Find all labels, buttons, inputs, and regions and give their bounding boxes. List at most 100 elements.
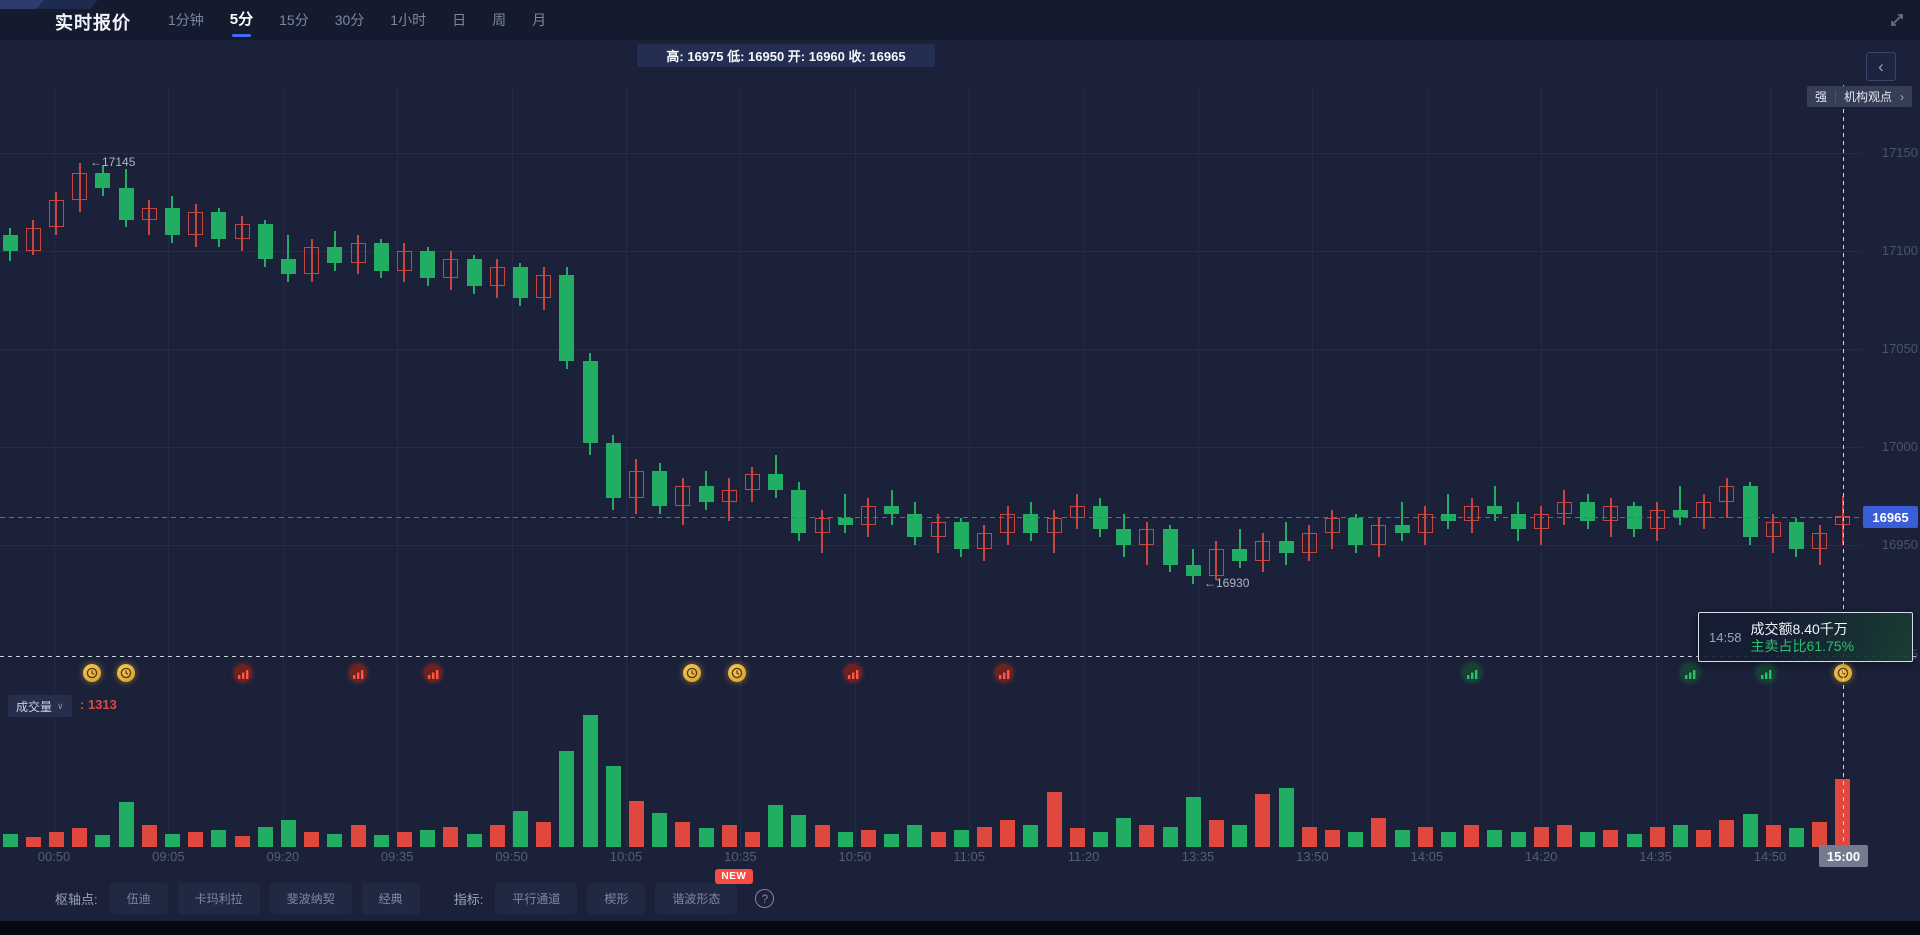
indicator-button-wedge[interactable]: 楔形 — [587, 883, 646, 914]
candle[interactable] — [1649, 509, 1665, 530]
candle[interactable] — [1510, 513, 1526, 530]
volume-bar[interactable] — [1208, 820, 1224, 847]
pivot-button-classic[interactable]: 经典 — [361, 883, 420, 914]
candle[interactable] — [1116, 529, 1132, 545]
candle[interactable] — [1162, 529, 1178, 565]
signal-icon-red[interactable] — [234, 664, 252, 682]
volume-bar[interactable] — [1348, 831, 1364, 847]
candle[interactable] — [791, 490, 807, 534]
volume-bar[interactable] — [350, 825, 366, 847]
volume-bar[interactable] — [1394, 829, 1410, 847]
volume-bar[interactable] — [512, 810, 528, 847]
volume-indicator-chip[interactable]: 成交量 ∨ — [8, 695, 72, 717]
signal-icon-green[interactable] — [1757, 664, 1775, 682]
volume-bar[interactable] — [420, 829, 436, 847]
tab-timeframe-1小时[interactable]: 1小时 — [390, 12, 427, 28]
volume-bar[interactable] — [95, 834, 111, 847]
candle[interactable] — [396, 251, 412, 271]
candle[interactable] — [675, 486, 691, 506]
pivot-button-woodie[interactable]: 伍迪 — [109, 883, 168, 914]
candle[interactable] — [257, 223, 273, 259]
volume-bar[interactable] — [234, 835, 250, 847]
candle[interactable] — [327, 247, 343, 263]
candle[interactable] — [1139, 529, 1155, 545]
candle[interactable] — [489, 266, 505, 287]
candle[interactable] — [1556, 501, 1572, 514]
volume-bar[interactable] — [559, 750, 575, 847]
candle[interactable] — [304, 247, 320, 275]
candle[interactable] — [2, 235, 18, 251]
volume-bar[interactable] — [1301, 827, 1317, 847]
volume-bar[interactable] — [1672, 825, 1688, 847]
candle[interactable] — [1069, 505, 1085, 518]
volume-bar[interactable] — [1417, 827, 1433, 847]
candle[interactable] — [860, 505, 876, 526]
expand-icon[interactable] — [1888, 11, 1906, 29]
tab-timeframe-日[interactable]: 日 — [452, 12, 467, 28]
candle[interactable] — [164, 207, 180, 236]
pivot-button-fibonacci[interactable]: 斐波纳契 — [269, 883, 352, 914]
candle[interactable] — [1788, 521, 1804, 549]
signal-icon-gold[interactable] — [683, 664, 701, 682]
candle[interactable] — [95, 172, 111, 189]
volume-bar[interactable] — [582, 715, 598, 847]
candle[interactable] — [1765, 521, 1781, 538]
tab-timeframe-周[interactable]: 周 — [492, 12, 507, 28]
volume-bar[interactable] — [1556, 825, 1572, 847]
volume-bar[interactable] — [884, 833, 900, 847]
signal-icon-green[interactable] — [1463, 664, 1481, 682]
volume-bar[interactable] — [1371, 818, 1387, 847]
candle[interactable] — [1464, 505, 1480, 522]
candle[interactable] — [1278, 541, 1294, 553]
volume-bar[interactable] — [1023, 825, 1039, 847]
volume-bar[interactable] — [628, 800, 644, 847]
candle[interactable] — [1324, 517, 1340, 534]
candle[interactable] — [744, 474, 760, 491]
volume-bar[interactable] — [25, 836, 41, 847]
volume-bar[interactable] — [1116, 818, 1132, 847]
volume-bar[interactable] — [536, 822, 552, 848]
candle[interactable] — [118, 188, 134, 220]
candle[interactable] — [72, 172, 88, 200]
candle[interactable] — [1696, 501, 1712, 518]
volume-bar[interactable] — [1603, 829, 1619, 847]
candle[interactable] — [1487, 505, 1503, 514]
volume-bar[interactable] — [721, 825, 737, 847]
candle[interactable] — [1603, 505, 1619, 522]
candle[interactable] — [1672, 509, 1688, 518]
candle[interactable] — [559, 274, 575, 361]
volume-bar[interactable] — [1812, 822, 1828, 848]
candle[interactable] — [1394, 525, 1410, 534]
volume-bar[interactable] — [837, 831, 853, 847]
volume-bar[interactable] — [1092, 831, 1108, 847]
volume-bar[interactable] — [188, 831, 204, 847]
candle[interactable] — [652, 470, 668, 506]
candle[interactable] — [1208, 548, 1224, 577]
indicator-button-parallel-channel[interactable]: 平行通道 — [495, 883, 578, 914]
volume-bar[interactable] — [930, 831, 946, 847]
volume-bar[interactable] — [744, 831, 760, 847]
volume-bar[interactable] — [1069, 828, 1085, 847]
volume-bar[interactable] — [1046, 792, 1062, 847]
signal-icon-red[interactable] — [844, 664, 862, 682]
volume-bar[interactable] — [489, 825, 505, 847]
candle[interactable] — [1023, 513, 1039, 534]
volume-bar[interactable] — [327, 833, 343, 847]
volume-bar[interactable] — [976, 827, 992, 847]
candle[interactable] — [1835, 515, 1851, 526]
volume-bar[interactable] — [1788, 828, 1804, 847]
candle[interactable] — [25, 227, 41, 251]
strength-badge[interactable]: 强 — [1814, 90, 1827, 104]
volume-bar[interactable] — [1742, 814, 1758, 847]
indicator-button-harmonic[interactable]: 谐波形态 NEW — [655, 869, 754, 914]
candle[interactable] — [976, 533, 992, 549]
volume-bar[interactable] — [1185, 796, 1201, 847]
volume-bar[interactable] — [1464, 825, 1480, 847]
candle[interactable] — [698, 486, 714, 502]
candle[interactable] — [953, 521, 969, 549]
volume-bar[interactable] — [1278, 788, 1294, 847]
signal-icon-red[interactable] — [995, 664, 1013, 682]
candle[interactable] — [582, 360, 598, 444]
volume-bar[interactable] — [698, 828, 714, 847]
candle[interactable] — [466, 258, 482, 287]
